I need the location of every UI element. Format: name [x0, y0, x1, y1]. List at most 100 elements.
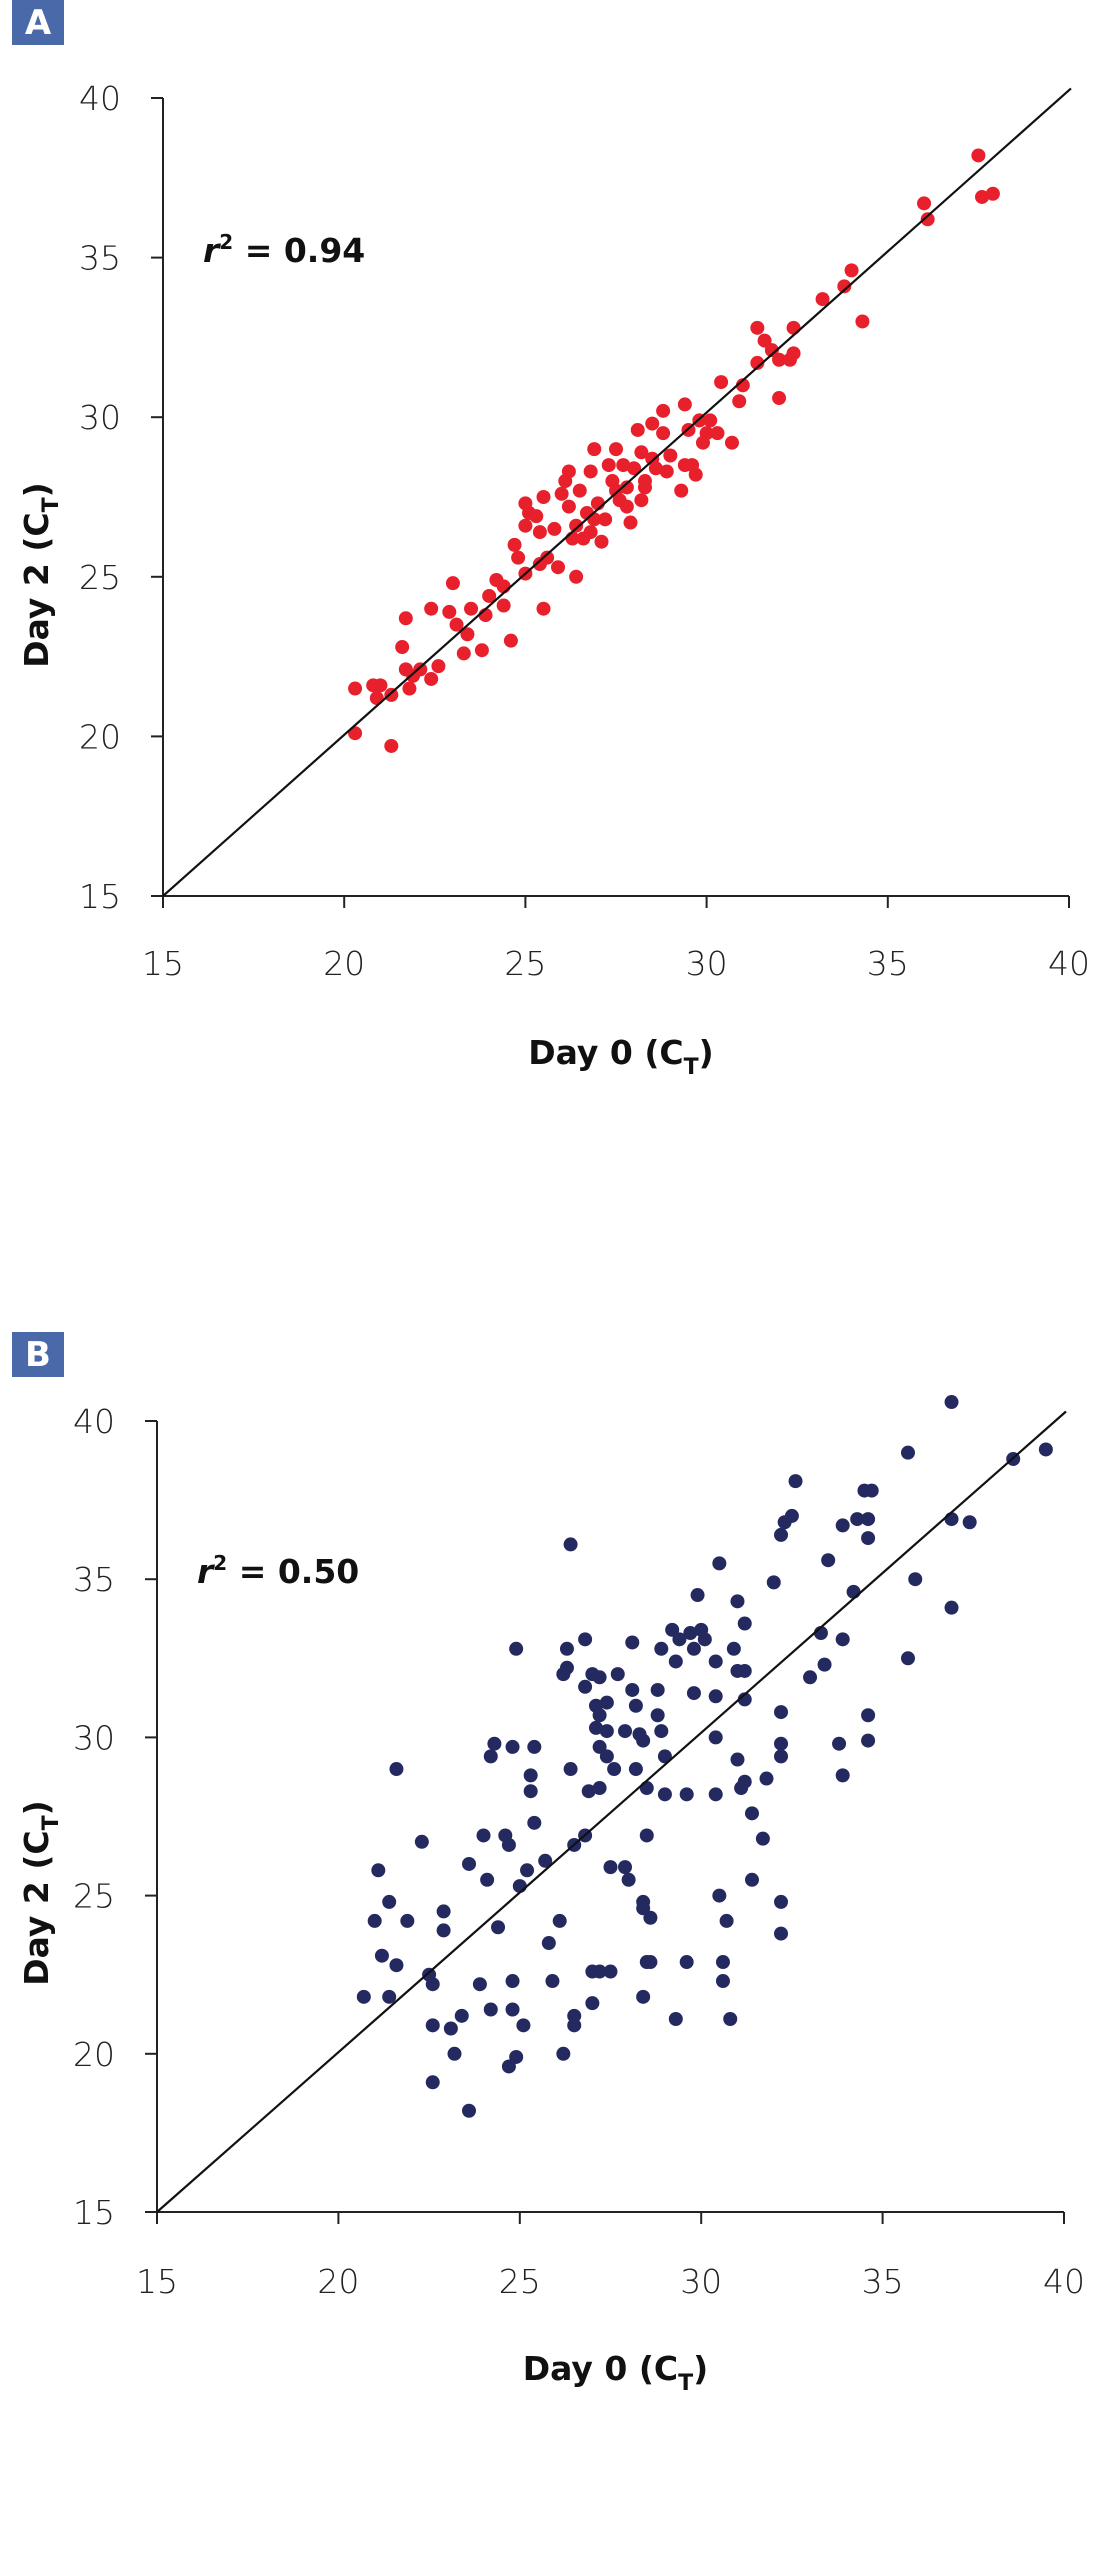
data-point — [551, 560, 566, 575]
panel-label-a: A — [12, 0, 64, 45]
y-tick-label: 40 — [73, 1402, 115, 1441]
data-point — [844, 263, 859, 278]
data-point — [536, 490, 551, 504]
y-axis-title: Day 2 (CT) — [17, 482, 64, 668]
data-point — [750, 320, 765, 335]
data-point — [714, 375, 729, 390]
x-axis-title-sub: T — [678, 2371, 693, 2396]
data-point — [599, 1695, 614, 1710]
data-point — [425, 2018, 440, 2033]
y-axis-title-sub: T — [39, 1815, 64, 1830]
data-point — [476, 1828, 491, 1843]
data-point — [628, 1762, 643, 1777]
data-point — [757, 333, 772, 348]
x-tick-label: 30 — [686, 944, 728, 983]
data-point — [688, 467, 703, 482]
r-symbol: r — [197, 1552, 215, 1591]
data-point — [474, 643, 489, 658]
data-point — [724, 435, 739, 450]
data-point — [900, 1651, 915, 1666]
data-point — [587, 442, 602, 457]
data-point — [601, 458, 616, 473]
data-point — [774, 1926, 789, 1941]
data-point — [527, 1739, 542, 1754]
data-point — [634, 493, 649, 508]
data-point — [389, 1958, 404, 1973]
data-point — [462, 1856, 477, 1871]
data-point — [505, 2002, 520, 2017]
data-point — [545, 1974, 560, 1989]
data-point — [832, 1736, 847, 1751]
data-point — [599, 1724, 614, 1739]
data-point — [424, 601, 439, 616]
data-point — [592, 1739, 607, 1754]
data-point — [623, 515, 638, 530]
data-point — [855, 314, 870, 329]
data-point — [744, 1872, 759, 1887]
data-point — [985, 186, 1000, 201]
data-point — [518, 518, 533, 533]
x-axis-title: Day 0 (CT) — [523, 2349, 709, 2396]
data-point — [503, 633, 518, 648]
data-point — [348, 681, 363, 696]
data-point — [815, 292, 830, 307]
data-point — [786, 346, 801, 361]
data-point — [618, 1724, 633, 1739]
data-point — [442, 604, 457, 619]
data-point — [523, 1784, 538, 1799]
data-point — [592, 1708, 607, 1723]
data-point — [759, 1771, 774, 1786]
data-point — [588, 1720, 603, 1735]
data-point — [532, 525, 547, 540]
data-point — [777, 1515, 792, 1530]
data-point — [398, 611, 413, 626]
data-point — [569, 569, 584, 584]
x-tick-label: 25 — [504, 944, 546, 983]
y-axis-title-end: ) — [17, 482, 56, 497]
scatter-chart-a: 15 20 25 30 35 40 15 20 25 30 35 40 r2 = 0.94 Day 0 (… — [17, 79, 1090, 1080]
data-point — [821, 1553, 836, 1568]
data-point — [719, 1913, 734, 1928]
data-point — [599, 1749, 614, 1764]
data-point — [425, 1977, 440, 1992]
data-point — [464, 601, 479, 616]
data-point — [538, 1853, 553, 1868]
data-point — [639, 1828, 654, 1843]
data-point — [774, 1736, 789, 1751]
data-point — [686, 1641, 701, 1656]
data-point — [637, 480, 652, 495]
data-point — [708, 1654, 723, 1669]
data-point — [665, 1622, 680, 1637]
data-point — [462, 2103, 477, 2118]
data-point — [645, 416, 660, 431]
data-point — [445, 576, 460, 591]
r-squared-value: = 0.94 — [233, 231, 365, 270]
data-point — [559, 1641, 574, 1656]
data-point — [679, 1955, 694, 1970]
data-point — [908, 1572, 923, 1587]
data-point — [625, 1682, 640, 1697]
data-point — [547, 521, 562, 536]
data-point — [975, 189, 990, 204]
data-point — [501, 1837, 516, 1852]
data-point — [835, 1768, 850, 1783]
data-point — [456, 646, 471, 661]
data-point — [861, 1733, 876, 1748]
data-point — [592, 1670, 607, 1685]
data-point — [431, 659, 446, 674]
data-point — [552, 1913, 567, 1928]
panel-label-b: B — [12, 1332, 64, 1377]
data-point — [603, 1860, 618, 1875]
x-tick-label: 15 — [142, 944, 184, 983]
y-tick-label: 15 — [73, 2193, 115, 2232]
data-point — [944, 1600, 959, 1615]
data-point — [648, 461, 663, 476]
data-point — [835, 1632, 850, 1647]
data-point — [619, 499, 634, 514]
data-point — [677, 397, 692, 412]
data-point — [708, 1689, 723, 1704]
data-point — [480, 1872, 495, 1887]
data-point — [726, 1641, 741, 1656]
data-point — [384, 687, 399, 702]
r-squared-annotation: r2 = 0.50 — [197, 1551, 359, 1591]
